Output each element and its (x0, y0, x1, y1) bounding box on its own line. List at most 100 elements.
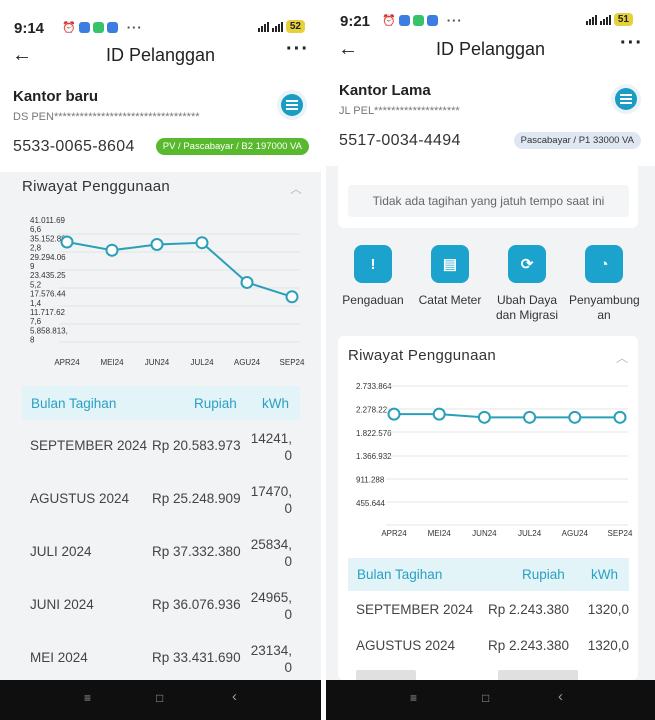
complaint-icon: ! (354, 245, 392, 283)
usage-card: Riwayat Penggunaan ︿ (338, 336, 638, 680)
customer-address: JL PEL******************** (339, 105, 460, 117)
y-tick-label: 1.822.576 (356, 429, 392, 438)
table-row[interactable]: JULI 2024 Rp 37.332.380 25834, 0 (22, 534, 300, 574)
row-kwh: 1320,0 (587, 637, 629, 653)
row-month: SEPTEMBER 2024 (356, 601, 474, 617)
power-change-icon: ⟳ (508, 245, 546, 283)
page-title: ID Pelanggan (435, 39, 546, 59)
table-row[interactable]: SEPTEMBER 2024 Rp 2.243.380 1320,0 (348, 598, 629, 620)
customer-id-number: 5517-0034-4494 (339, 132, 461, 149)
page-title: ID Pelanggan (105, 45, 216, 65)
back-icon[interactable]: ‹ (558, 688, 563, 705)
service-meter[interactable]: ▤ Catat Meter (415, 245, 485, 308)
x-tick-label: MEI24 (428, 529, 452, 538)
header-month: Bulan Tagihan (31, 395, 117, 411)
app-notification-icon (426, 15, 438, 26)
more-icon[interactable]: ··· (620, 32, 643, 54)
more-notifications-icon: ··· (446, 13, 463, 28)
menu-icon[interactable]: ≡ (410, 691, 418, 705)
table-row[interactable]: AGUSTUS 2024 Rp 25.248.909 17470, 0 (22, 481, 300, 521)
collapse-chevron-icon[interactable]: ︿ (289, 182, 302, 196)
row-month: AGUSTUS 2024 (30, 491, 130, 506)
alarm-icon: ⏰ (62, 22, 76, 34)
alarm-icon: ⏰ (382, 15, 396, 27)
usage-chart: 2.733.864 2.278.22 1.822.576 1.366.932 911.2… (356, 382, 633, 538)
data-point[interactable] (195, 236, 209, 250)
battery-icon: 52 (285, 20, 305, 33)
service-label: Catat Meter (418, 293, 482, 307)
row-amount: Rp 25.248.909 (152, 491, 241, 506)
row-amount: Rp 37.332.380 (152, 544, 241, 559)
row-kwh: 23134, 0 (250, 643, 292, 675)
x-tick-label: AGU24 (234, 358, 261, 367)
signal-icon (599, 14, 611, 25)
customer-info: Kantor baru DS PEN**********************… (0, 80, 321, 172)
row-kwh: 25834, 0 (250, 537, 292, 569)
data-point[interactable] (477, 410, 491, 424)
row-month: AGUSTUS 2024 (356, 637, 456, 653)
home-icon[interactable]: □ (156, 691, 164, 705)
service-power-change[interactable]: ⟳ Ubah Daya dan Migrasi (492, 245, 562, 323)
system-nav-bar: ≡ □ ‹ (326, 680, 655, 720)
x-tick-label: JUL24 (518, 529, 542, 538)
row-kwh: 17470, 0 (250, 484, 292, 516)
x-tick-label: JUN24 (472, 529, 497, 538)
app-notification-icon (92, 22, 104, 33)
header-month: Bulan Tagihan (357, 567, 443, 582)
service-connection[interactable]: ◔ Penyambung an (569, 245, 640, 323)
data-point[interactable] (387, 407, 401, 421)
row-month: MEI 2024 (30, 650, 88, 665)
menu-icon[interactable]: ≡ (84, 691, 92, 705)
more-icon[interactable]: ··· (286, 38, 309, 60)
row-amount: Rp 33.431.690 (152, 650, 241, 665)
tariff-badge: PV / Pascabayar / B2 197000 VA (155, 138, 309, 155)
more-notifications-icon: ··· (126, 20, 143, 35)
customer-info: Kantor Lama JL PEL******************** 5… (326, 74, 655, 166)
data-point[interactable] (613, 410, 627, 424)
data-point[interactable] (105, 243, 119, 257)
data-point[interactable] (60, 235, 74, 249)
data-point[interactable] (150, 238, 164, 252)
app-header: ← ID Pelanggan ··· (326, 28, 655, 74)
data-point[interactable] (285, 290, 299, 304)
screenshot-divider (321, 0, 326, 720)
header-kwh: kWh (591, 567, 618, 582)
data-point[interactable] (523, 410, 537, 424)
table-row[interactable]: SEPTEMBER 2024 Rp 20.583.973 14241, 0 (22, 428, 300, 468)
table-row[interactable]: AGUSTUS 2024 Rp 2.243.380 1320,0 (348, 634, 629, 656)
service-complaint[interactable]: ! Pengaduan (338, 245, 408, 308)
app-notification-icon (106, 22, 118, 33)
usage-card: Riwayat Penggunaan ︿ (12, 172, 312, 692)
header-kwh: kWh (262, 395, 289, 411)
data-point[interactable] (432, 407, 446, 421)
y-tick-label: 9 (30, 262, 35, 271)
customer-name: Kantor baru (13, 88, 99, 105)
table-row[interactable]: MEI 2024 Rp 33.431.690 23134, 0 (22, 640, 300, 680)
y-tick-label: 17.576.44 (30, 290, 66, 299)
y-tick-label: 11.717.62 (30, 308, 66, 317)
service-label-line2: dan Migrasi (495, 308, 559, 322)
data-point[interactable] (568, 410, 582, 424)
row-month: JUNI 2024 (30, 597, 94, 612)
home-icon[interactable]: □ (482, 691, 490, 705)
system-nav-bar: ≡ □ ‹ (0, 680, 321, 720)
y-tick-label: 23.435.25 (30, 271, 66, 280)
notification-icons: ⏰ ··· (382, 13, 463, 28)
row-month: JULI 2024 (30, 544, 92, 559)
x-tick-label: AGU24 (562, 529, 589, 538)
header-amount: Rupiah (522, 567, 565, 582)
table-row[interactable]: JUNI 2024 Rp 36.076.936 24965, 0 (22, 587, 300, 627)
y-tick-label: 35.152.88 (30, 234, 66, 243)
collapse-chevron-icon[interactable]: ︿ (615, 351, 628, 365)
x-tick-label: JUL24 (190, 358, 214, 367)
notification-icons: ⏰ ··· (62, 20, 143, 35)
back-icon[interactable]: ‹ (232, 688, 237, 705)
x-tick-label: APR24 (381, 529, 407, 538)
app-header: ← ID Pelanggan ··· (0, 34, 321, 80)
status-time: 9:14 (14, 20, 45, 37)
series-line (394, 413, 620, 419)
row-kwh: 24965, 0 (250, 590, 292, 622)
back-arrow-icon[interactable]: ← (338, 38, 358, 60)
data-point[interactable] (240, 275, 254, 289)
back-arrow-icon[interactable]: ← (12, 44, 32, 66)
